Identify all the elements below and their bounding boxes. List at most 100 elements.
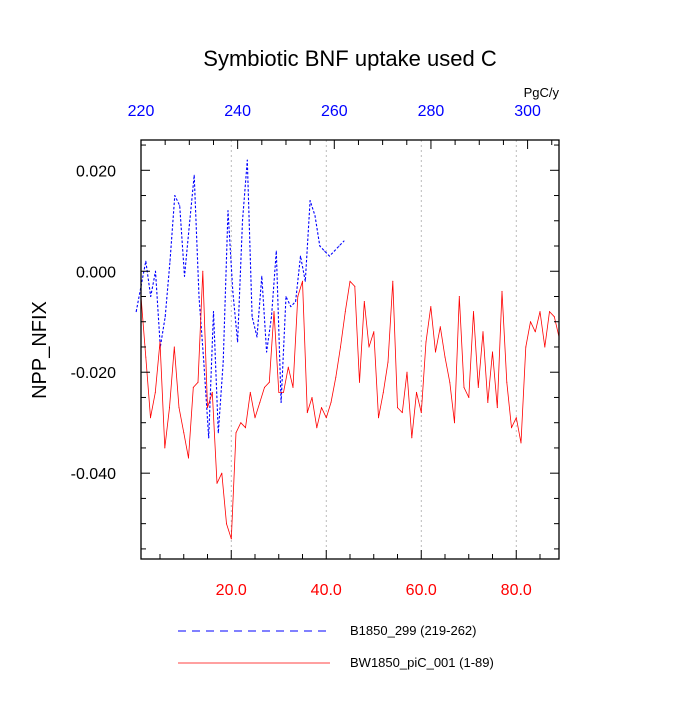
series-line-1 [140,270,560,540]
series-1-point-15 [211,391,213,393]
series-0-point-2 [145,260,147,262]
series-1-point-81 [525,346,527,348]
series-1-point-27 [268,381,270,383]
vertical-gridlines [230,140,517,559]
top-tick-label-2: 260 [321,103,348,120]
series-1-point-10 [188,457,189,459]
series-1-point-35 [306,412,308,414]
series-1-point-43 [344,311,346,313]
series-1-point-29 [278,391,280,393]
series-0-point-38 [319,245,321,247]
series-1-point-17 [221,472,223,474]
series-1-point-67 [458,296,460,297]
plot-frame [140,139,560,560]
top-tick-label-3: 280 [418,103,445,120]
series-1-point-71 [477,386,479,388]
series-1-point-33 [297,296,299,297]
series-1-point-20 [235,432,237,434]
series-1-point-70 [473,311,474,313]
series-1-point-84 [539,311,541,313]
series-1-point-57 [411,437,413,439]
series-0-point-15 [208,437,210,439]
series-1-point-73 [487,402,489,403]
series-0-point-21 [237,341,239,343]
series-1-point-8 [178,407,180,409]
series-1-point-76 [501,290,503,292]
series-1-point-54 [397,407,398,409]
y-tick-label-3: -0.040 [71,466,116,483]
series-0-point-39 [324,250,326,252]
series-0-point-24 [251,316,253,318]
series-1-point-80 [520,442,522,444]
series-1-point-72 [482,331,484,333]
series-0-point-37 [314,215,316,217]
y-tick-label-0: 0.020 [76,163,116,180]
series-1-point-24 [254,417,256,419]
series-1-point-52 [387,361,389,363]
series-0-point-31 [285,296,287,297]
series-1-point-64 [444,356,446,358]
series-1-point-36 [311,397,313,398]
series-0-point-25 [256,336,258,338]
series-0-point-36 [309,200,311,202]
series-1-point-78 [511,427,512,429]
series-0-point-27 [266,351,268,353]
series-1-point-2 [150,417,151,419]
series-1-point-34 [302,280,303,282]
series-0-point-11 [188,225,190,227]
series-1-point-37 [316,427,318,429]
series-1-point-21 [240,422,242,424]
series-1-point-4 [159,341,161,343]
series-0-point-6 [164,316,166,318]
series-0-point-34 [300,255,301,257]
series-1-point-83 [534,331,536,333]
series-1-point-23 [249,391,251,393]
series-0-point-18 [222,361,224,363]
top-tick-label-0: 220 [128,103,155,120]
axis-ticks [140,140,559,559]
series-1-point-51 [382,391,384,393]
legend: B1850_299 (219-262) BW1850_piC_001 (1-89) [178,623,494,670]
series-0-point-22 [242,220,243,222]
series-0-point-7 [169,260,171,262]
series-1-point-6 [169,407,170,409]
series-1-point-55 [401,412,403,414]
series-1-point-56 [406,371,408,373]
series-1-point-59 [420,412,422,414]
series-0-point-28 [271,316,272,318]
series-1-point-14 [207,407,208,409]
top-tick-label-4: 300 [514,103,541,120]
series-0-point-23 [246,159,248,161]
series-line-0 [135,159,345,439]
bottom-tick-label-2: 60.0 [406,582,437,599]
series-0-point-13 [198,296,200,297]
y-tick-label-2: -0.020 [71,365,116,382]
series-0-point-4 [155,270,156,272]
series-1-point-19 [230,538,232,540]
tick-labels: 20.0 40.0 60.0 80.0 220 240 260 280 300 0.020 0.00… [71,103,541,599]
y-axis-label: NPP_NFIX [29,301,51,399]
series-1-point-62 [435,351,436,353]
series-1-point-44 [349,280,351,282]
chart-title: Symbiotic BNF uptake used C [203,46,497,71]
series-1-point-45 [354,285,356,287]
series-0-point-32 [290,306,292,308]
series-1-point-79 [515,417,517,419]
series-1-point-7 [173,346,175,348]
legend-label-0: B1850_299 (219-262) [350,623,477,638]
y-tick-label-1: 0.000 [76,264,116,281]
series-1-point-63 [439,326,441,328]
series-0-point-19 [227,210,229,212]
series-1-point-75 [496,407,498,409]
legend-label-1: BW1850_piC_001 (1-89) [350,655,494,670]
bottom-tick-label-3: 80.0 [501,582,532,599]
series-1-point-9 [183,432,185,434]
bottom-tick-label-1: 40.0 [311,582,342,599]
series-1-point-5 [164,447,166,449]
series-0-point-9 [179,205,181,207]
series-0-point-14 [203,361,205,363]
top-tick-label-1: 240 [224,103,251,120]
series-1-point-22 [245,427,246,429]
series-1-point-13 [202,270,204,272]
